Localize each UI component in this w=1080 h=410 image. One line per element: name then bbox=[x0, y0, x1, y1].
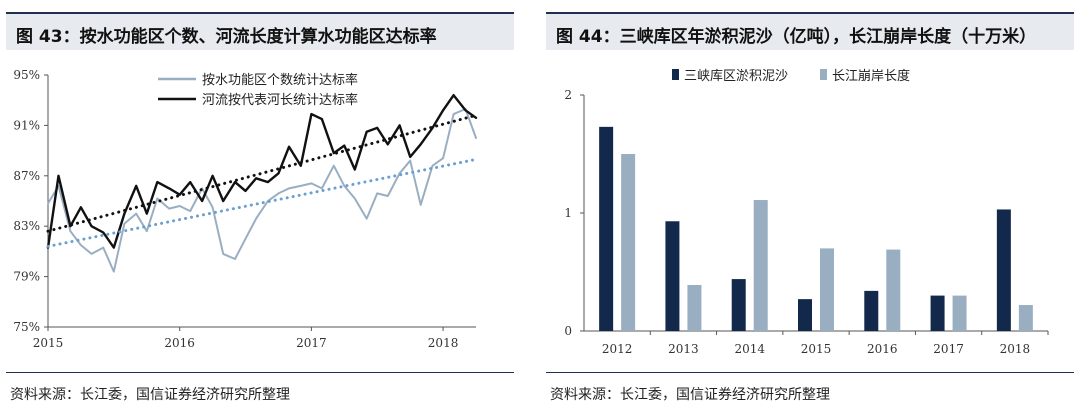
legend-label-0: 按水功能区个数统计达标率 bbox=[202, 72, 358, 88]
x-tick-label: 2017 bbox=[933, 342, 964, 356]
bar-bank-collapse bbox=[952, 295, 967, 331]
x-tick-label: 2016 bbox=[867, 342, 898, 356]
bar-bank-collapse bbox=[621, 154, 636, 331]
y-tick-label: 1 bbox=[564, 206, 572, 220]
x-tick-label: 2018 bbox=[1000, 342, 1031, 356]
y-tick-label: 2 bbox=[564, 88, 572, 102]
bar-bank-collapse bbox=[886, 249, 901, 331]
left-figure-title: 图 43：按水功能区个数、河流长度计算水功能区达标率 bbox=[16, 27, 437, 47]
x-tick-label: 2012 bbox=[602, 342, 633, 356]
bar-sediment bbox=[864, 290, 879, 331]
legend-swatch-0 bbox=[672, 69, 679, 80]
y-tick-label: 79% bbox=[13, 270, 40, 284]
bar-chart-svg: 0 1 2 2012 2013 2014 2015 2016 2017 2018 三峡库区淤积泥沙 长… bbox=[564, 68, 1049, 356]
x-tick-label: 2014 bbox=[734, 342, 765, 356]
left-figure-panel: 图 43：按水功能区个数、河流长度计算水功能区达标率 75% 79% 83% 87% 9… bbox=[0, 0, 520, 410]
x-tick-label: 2016 bbox=[164, 336, 195, 350]
line-chart-svg: 75% 79% 83% 87% 91% 95% 2015 2016 2017 2018 按水功能区个… bbox=[13, 68, 478, 350]
x-tick-label: 2015 bbox=[801, 342, 832, 356]
bar-bank-collapse bbox=[753, 200, 768, 331]
legend-label-1: 河流按代表河长统计达标率 bbox=[202, 92, 358, 108]
bar-bank-collapse bbox=[820, 248, 834, 331]
bar-sediment bbox=[665, 221, 680, 331]
y-tick-label: 95% bbox=[13, 68, 40, 82]
right-figure-title: 图 44：三峡库区年淤积泥沙（亿吨），长江崩岸长度（十万米） bbox=[556, 27, 1037, 47]
bar-sediment bbox=[996, 209, 1011, 331]
bar-sediment bbox=[930, 295, 945, 331]
right-figure-panel: 图 44：三峡库区年淤积泥沙（亿吨），长江崩岸长度（十万米） 0 1 2 2012 20… bbox=[540, 0, 1080, 410]
bar-bank-collapse bbox=[1018, 305, 1033, 331]
x-tick-label: 2017 bbox=[296, 336, 327, 350]
x-tick-label: 2013 bbox=[668, 342, 699, 356]
left-title-bar: 图 43：按水功能区个数、河流长度计算水功能区达标率 bbox=[6, 12, 514, 50]
legend-swatch-1 bbox=[820, 69, 827, 80]
x-tick-label: 2018 bbox=[428, 336, 459, 350]
legend-label-0: 三峡库区淤积泥沙 bbox=[684, 68, 788, 84]
right-source-divider bbox=[546, 372, 1074, 373]
left-source-note: 资料来源：长江委，国信证券经济研究所整理 bbox=[10, 387, 290, 403]
y-tick-label: 75% bbox=[13, 320, 40, 334]
y-tick-label: 83% bbox=[13, 219, 40, 233]
trend-line-3 bbox=[46, 157, 478, 248]
left-source-divider bbox=[6, 372, 514, 373]
bar-sediment bbox=[731, 279, 746, 331]
right-source-note: 资料来源：长江委，国信证券经济研究所整理 bbox=[550, 387, 830, 403]
x-tick-label: 2015 bbox=[33, 336, 64, 350]
legend-label-1: 长江崩岸长度 bbox=[832, 68, 910, 84]
trend-line-2 bbox=[46, 113, 478, 233]
bar-bank-collapse bbox=[687, 284, 702, 331]
y-tick-label: 87% bbox=[13, 169, 40, 183]
y-tick-label: 0 bbox=[564, 324, 572, 338]
bar-sediment bbox=[798, 299, 812, 331]
bar-sediment bbox=[599, 126, 614, 331]
y-tick-label: 91% bbox=[13, 118, 40, 132]
right-title-bar: 图 44：三峡库区年淤积泥沙（亿吨），长江崩岸长度（十万米） bbox=[546, 12, 1074, 50]
series-line-0 bbox=[47, 108, 477, 273]
